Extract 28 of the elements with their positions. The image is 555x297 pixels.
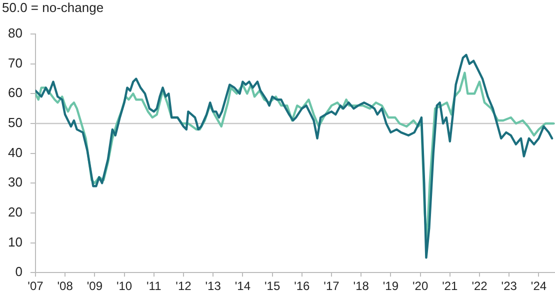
x-tick-label: '20 xyxy=(412,279,428,294)
x-tick-label: '23 xyxy=(501,279,518,294)
y-tick-label: 10 xyxy=(8,234,22,250)
x-tick-label: '12 xyxy=(176,279,192,294)
x-tick-label: '19 xyxy=(382,279,399,294)
x-tick-label: '11 xyxy=(146,279,162,294)
x-tick-label: '16 xyxy=(294,279,310,294)
y-tick-label: 20 xyxy=(8,204,22,220)
y-tick-label: 70 xyxy=(8,55,22,70)
x-tick-label: '13 xyxy=(205,279,222,294)
y-tick-label: 40 xyxy=(8,144,22,160)
y-tick-label: 60 xyxy=(8,85,22,100)
x-tick-label: '21 xyxy=(442,279,458,294)
x-tick-label: '15 xyxy=(264,279,280,294)
x-tick-label: '08 xyxy=(57,279,74,294)
y-tick-label: 30 xyxy=(8,174,22,190)
x-tick-label: '09 xyxy=(86,279,103,294)
x-tick-label: '07 xyxy=(28,279,44,294)
x-tick-label: '24 xyxy=(530,279,547,294)
x-tick-label: '17 xyxy=(324,279,340,294)
x-tick-label: '14 xyxy=(234,279,251,294)
x-tick-label: '10 xyxy=(116,279,132,294)
y-tick-label: 0 xyxy=(15,264,22,280)
x-tick-label: '18 xyxy=(353,279,370,294)
y-tick-label: 50 xyxy=(8,115,22,130)
x-tick-label: '22 xyxy=(472,279,488,294)
y-tick-label: 80 xyxy=(8,26,22,41)
text: 50.0 = no-change xyxy=(2,0,104,16)
